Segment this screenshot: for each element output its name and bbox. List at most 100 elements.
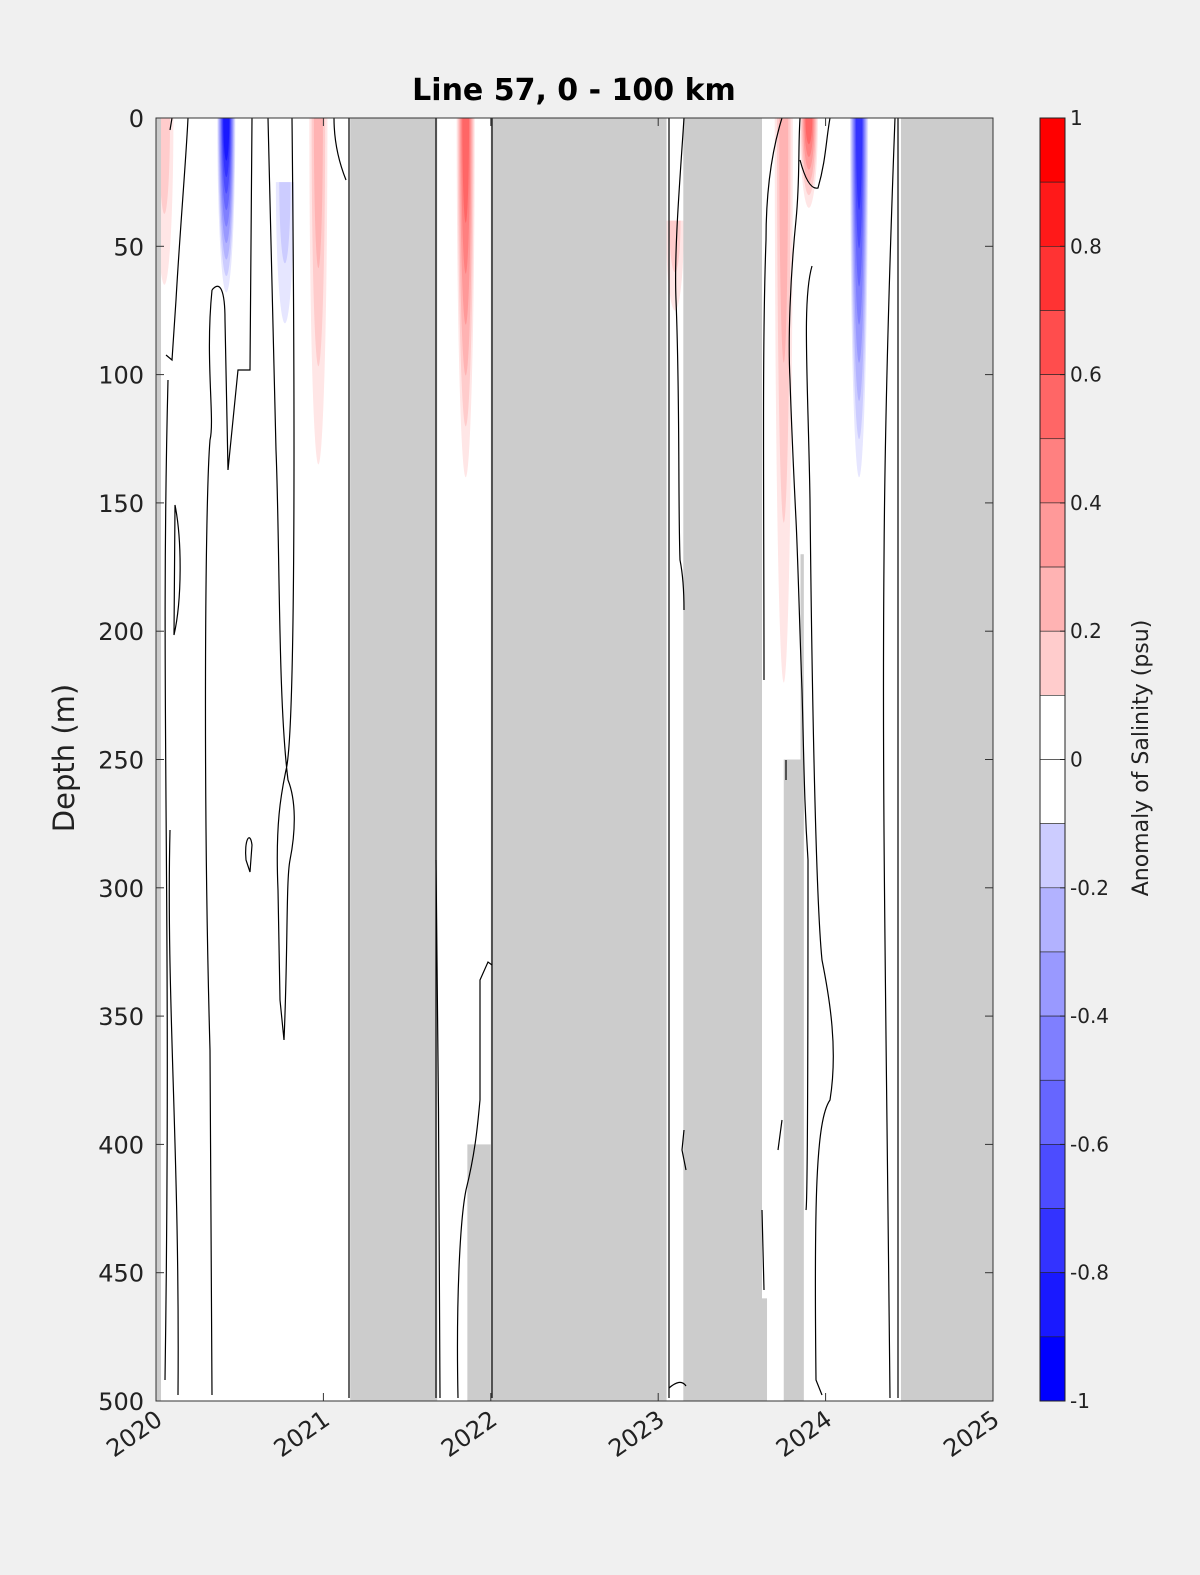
colorbar-label: Anomaly of Salinity (psu)	[1129, 620, 1154, 897]
colorbar-segment	[1039, 117, 1066, 183]
anomaly-blob	[799, 118, 818, 208]
colorbar-tick-label: 1	[1070, 106, 1083, 130]
x-tick-label: 2022	[436, 1405, 502, 1463]
missing-data-band	[900, 118, 993, 1401]
colorbar-segment	[1039, 374, 1066, 440]
y-tick-label: 100	[98, 362, 144, 390]
zero-contour-line	[675, 118, 685, 611]
colorbar-segment	[1039, 823, 1066, 889]
zero-contour-line	[173, 504, 181, 636]
colorbar-tick-label: 0.2	[1070, 619, 1102, 643]
missing-data-patch	[761, 1298, 768, 1401]
missing-data-band	[683, 118, 762, 1401]
zero-contour-line	[245, 837, 253, 873]
y-axis: 0 50 100 150 200 250 300 350 400 450 500	[98, 105, 993, 1416]
colorbar-segment	[1039, 566, 1066, 632]
zero-contours	[164, 118, 899, 1399]
zero-contour-line	[681, 1129, 687, 1171]
anomaly-fields	[156, 118, 869, 683]
zero-contour-line	[668, 1381, 687, 1389]
y-tick-label: 200	[98, 618, 144, 646]
x-tick-label: 2024	[771, 1405, 837, 1463]
y-tick-label: 350	[98, 1003, 144, 1031]
colorbar-segment	[1039, 246, 1066, 311]
y-tick-label: 0	[129, 105, 144, 133]
colorbar-segment	[1039, 310, 1066, 375]
anomaly-blob	[774, 118, 793, 683]
x-tick-label: 2025	[938, 1405, 1004, 1463]
chart-title: Line 57, 0 - 100 km	[412, 73, 736, 108]
colorbar-segment	[1039, 630, 1066, 696]
colorbar-segment	[1039, 759, 1066, 824]
y-tick-label: 50	[113, 233, 144, 261]
y-tick-label: 300	[98, 875, 144, 903]
missing-data-patch	[467, 1144, 491, 1401]
colorbar-segment	[1039, 951, 1066, 1017]
colorbar-tick-label: 0.4	[1070, 491, 1102, 515]
colorbar-tick-label: 0	[1070, 748, 1083, 772]
anomaly-level	[223, 118, 230, 161]
zero-contour-line	[761, 1119, 783, 1291]
colorbar-tick-label: -0.6	[1070, 1132, 1109, 1156]
zero-contour-line	[204, 289, 213, 1396]
zero-contour-line	[805, 265, 834, 1396]
missing-data-patch	[783, 759, 801, 1401]
missing-data-patch	[800, 554, 804, 1401]
zero-contour-line	[456, 961, 493, 1399]
colorbar-ticks: 1 0.8 0.6 0.4 0.2 0 -0.2 -0.4 -0.6 -0.8 -1	[1060, 106, 1109, 1413]
colorbar-segment	[1039, 887, 1066, 953]
y-tick-label: 250	[98, 747, 144, 775]
y-tick-label: 150	[98, 490, 144, 518]
anomaly-blob	[217, 118, 236, 293]
zero-contour-line	[211, 118, 253, 471]
anomaly-level	[669, 220, 681, 273]
missing-data-band	[350, 118, 438, 1401]
anomaly-level	[855, 118, 863, 211]
zero-contour-line	[788, 118, 809, 1211]
colorbar-segment	[1039, 181, 1066, 247]
y-tick-label: 450	[98, 1260, 144, 1288]
missing-data-band	[490, 118, 667, 1401]
y-tick-label: 400	[98, 1131, 144, 1159]
zero-contour-line	[435, 859, 441, 1399]
anomaly-level	[462, 118, 470, 223]
y-axis-label: Depth (m)	[47, 684, 81, 832]
zero-contour-line	[267, 118, 295, 1041]
x-tick-label: 2023	[604, 1405, 670, 1463]
colorbar	[1039, 117, 1066, 1402]
colorbar-tick-label: -1	[1070, 1389, 1090, 1413]
colorbar-segment	[1039, 1015, 1066, 1081]
colorbar-segment	[1039, 1272, 1066, 1338]
anomaly-blob	[456, 118, 475, 478]
zero-contour-line	[799, 118, 831, 189]
anomaly-level	[805, 118, 813, 145]
zero-contour-line	[333, 118, 347, 181]
colorbar-segment	[1039, 502, 1066, 568]
colorbar-segment	[1039, 438, 1066, 504]
zero-contour-line	[168, 829, 179, 1396]
colorbar-tick-label: 0.8	[1070, 234, 1102, 258]
anomaly-blob	[309, 118, 328, 465]
colorbar-segment	[1039, 1208, 1066, 1274]
colorbar-segment	[1039, 1336, 1066, 1402]
anomaly-level	[313, 118, 323, 269]
colorbar-segment	[1039, 695, 1066, 760]
zero-contour-line	[164, 118, 173, 1381]
colorbar-tick-label: 0.6	[1070, 363, 1102, 387]
colorbar-tick-label: -0.2	[1070, 876, 1109, 900]
colorbar-segment	[1039, 1144, 1066, 1209]
colorbar-tick-label: -0.4	[1070, 1004, 1109, 1028]
anomaly-level	[779, 118, 789, 363]
anomaly-level	[158, 118, 171, 214]
colorbar-tick-label: -0.8	[1070, 1261, 1109, 1285]
anomaly-blob	[665, 220, 684, 311]
x-tick-label: 2021	[269, 1405, 335, 1463]
zero-contour-line	[762, 118, 783, 681]
anomaly-blob	[275, 182, 294, 324]
colorbar-segment	[1039, 1079, 1066, 1145]
zero-contour-line	[882, 118, 896, 1399]
y-tick-label: 500	[98, 1388, 144, 1416]
anomaly-level	[279, 182, 291, 264]
anomaly-blob	[850, 118, 869, 478]
